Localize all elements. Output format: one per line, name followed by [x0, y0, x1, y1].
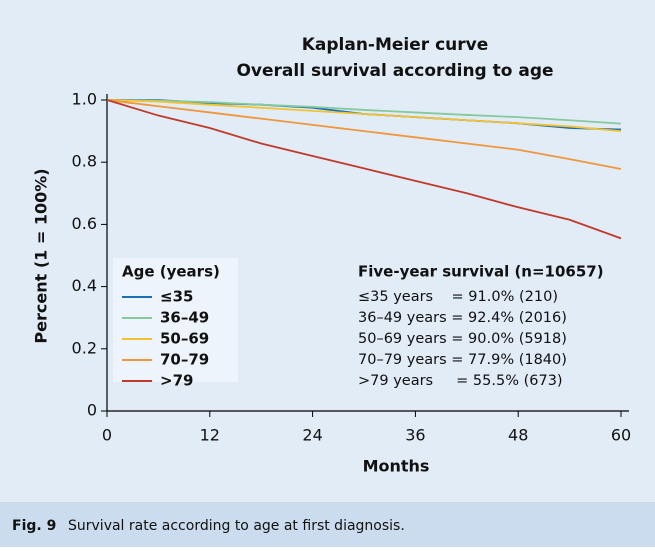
caption-label: Fig. 9 [12, 518, 56, 534]
y-tick-label: 0 [87, 401, 97, 420]
x-tick-label: 36 [405, 426, 425, 445]
y-tick-label: 0.6 [72, 214, 97, 233]
legend-label: 70–79 [160, 351, 209, 369]
legend-label: 36–49 [160, 309, 209, 327]
chart-background [0, 0, 655, 502]
legend-label: ≤35 [160, 288, 193, 306]
annotation: 50–69 years = 90.0% (5918) [358, 331, 567, 347]
survival-line [106, 99, 622, 170]
x-tick-label: 60 [611, 426, 631, 445]
annotation: ≤35 years = 91.0% (210) [358, 289, 558, 305]
caption-background [0, 502, 655, 547]
chart-title: Kaplan-Meier curve [302, 35, 489, 55]
legend-title: Age (years) [122, 263, 220, 281]
legend-box [113, 258, 238, 382]
x-tick-label: 48 [508, 426, 528, 445]
x-tick-label: 24 [302, 426, 322, 445]
annotation: 70–79 years = 77.9% (1840) [358, 352, 567, 368]
y-tick-label: 1.0 [72, 90, 97, 109]
legend-label: 50–69 [160, 330, 209, 348]
survival-line [106, 99, 622, 132]
annotation: 36–49 years = 92.4% (2016) [358, 310, 567, 326]
caption-text: Survival rate according to age at first … [68, 518, 405, 534]
annotation: >79 years = 55.5% (673) [358, 373, 563, 389]
y-tick-label: 0.8 [72, 152, 97, 171]
x-tick-label: 0 [102, 426, 112, 445]
y-tick-label: 0.2 [72, 338, 97, 357]
survival-line [106, 99, 622, 240]
legend-label: >79 [160, 372, 193, 390]
annotation-title: Five-year survival (n=10657) [358, 263, 604, 281]
y-tick-label: 0.4 [72, 276, 97, 295]
x-axis-label: Months [363, 457, 430, 476]
y-axis-label: Percent (1 = 100%) [32, 168, 51, 343]
x-tick-label: 12 [200, 426, 220, 445]
chart-subtitle: Overall survival according to age [236, 61, 553, 81]
survival-line [106, 99, 622, 125]
